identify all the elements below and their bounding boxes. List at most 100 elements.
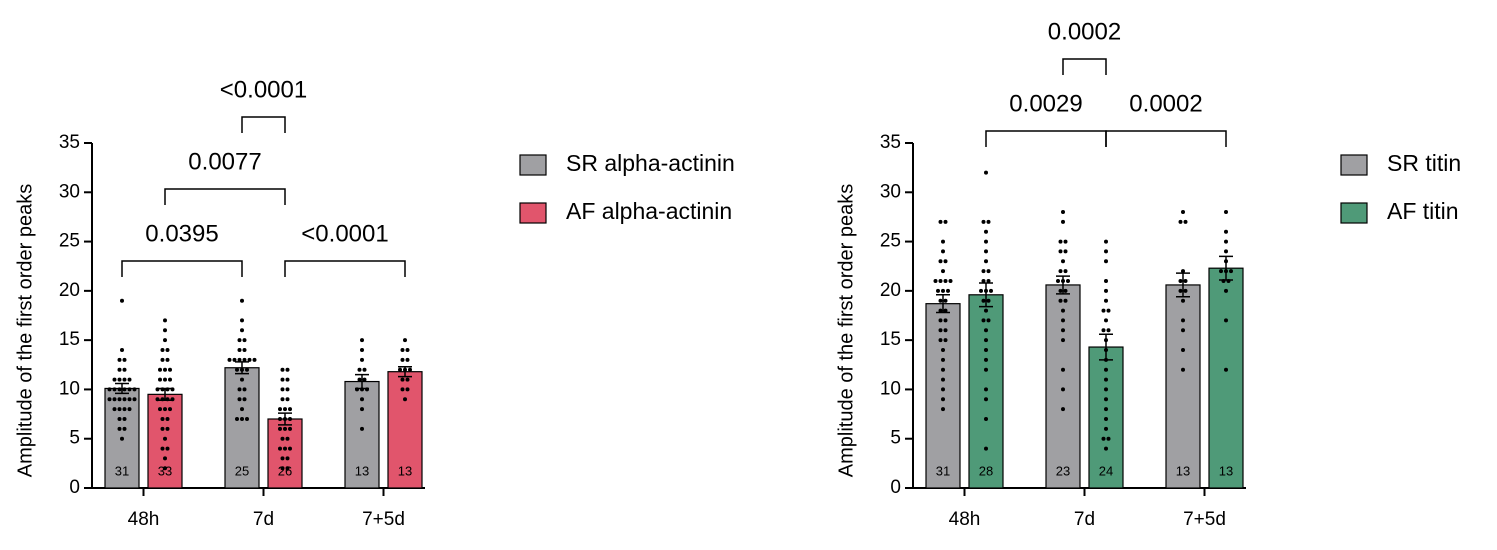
n-label: 13 bbox=[1176, 463, 1190, 478]
y-tick-label: 25 bbox=[59, 231, 80, 252]
data-point bbox=[943, 259, 948, 264]
y-tick-label: 5 bbox=[890, 428, 901, 449]
data-point bbox=[984, 338, 988, 343]
data-point bbox=[163, 407, 167, 412]
data-point bbox=[941, 348, 945, 352]
n-label: 13 bbox=[1219, 463, 1233, 478]
data-point bbox=[165, 417, 170, 421]
data-point bbox=[1104, 387, 1108, 392]
data-point bbox=[158, 407, 162, 412]
n-label: 31 bbox=[115, 463, 129, 478]
data-point bbox=[1104, 259, 1108, 264]
data-point bbox=[163, 456, 167, 461]
data-point bbox=[165, 357, 170, 362]
data-point bbox=[165, 348, 170, 352]
data-point bbox=[240, 328, 244, 333]
data-point bbox=[107, 387, 112, 392]
data-point bbox=[1061, 328, 1065, 333]
data-point bbox=[400, 387, 405, 392]
data-point bbox=[1181, 328, 1185, 333]
data-point bbox=[1058, 249, 1063, 254]
data-point bbox=[1178, 219, 1183, 224]
data-point bbox=[242, 338, 247, 343]
data-point bbox=[237, 348, 242, 352]
data-point bbox=[357, 367, 362, 372]
data-point bbox=[938, 219, 943, 224]
p-value: 0.0395 bbox=[145, 220, 218, 247]
significance-bracket bbox=[284, 260, 406, 277]
data-point bbox=[278, 407, 282, 412]
data-point bbox=[1104, 417, 1108, 421]
data-point bbox=[1181, 269, 1185, 274]
x-tick-label: 7+5d bbox=[1183, 509, 1226, 530]
data-point bbox=[117, 426, 122, 431]
error-bar bbox=[235, 361, 249, 375]
data-point bbox=[1061, 210, 1065, 214]
data-point bbox=[240, 417, 244, 421]
data-point bbox=[986, 318, 991, 323]
data-point bbox=[938, 279, 943, 283]
data-point bbox=[1224, 288, 1228, 293]
data-point bbox=[165, 426, 170, 431]
data-point bbox=[235, 367, 239, 372]
error-bar bbox=[115, 382, 129, 395]
error-bar bbox=[398, 366, 412, 378]
y-tick-label: 0 bbox=[69, 477, 80, 498]
legend-swatch bbox=[519, 202, 547, 224]
data-point bbox=[240, 318, 244, 323]
data-point bbox=[280, 397, 285, 402]
data-point bbox=[1183, 279, 1188, 283]
data-point bbox=[1061, 387, 1065, 392]
data-point bbox=[163, 466, 167, 471]
data-point bbox=[237, 357, 242, 362]
data-point bbox=[280, 377, 285, 382]
data-point bbox=[247, 357, 252, 362]
y-axis-label: Amplitude of the first order peaks bbox=[14, 184, 36, 477]
data-point bbox=[117, 367, 122, 372]
data-point bbox=[1063, 288, 1068, 293]
data-point bbox=[163, 436, 167, 441]
n-label: 33 bbox=[158, 463, 172, 478]
data-point bbox=[984, 328, 988, 333]
data-point bbox=[117, 417, 122, 421]
data-point bbox=[1104, 367, 1108, 372]
data-point bbox=[288, 426, 292, 431]
n-label: 31 bbox=[936, 463, 950, 478]
data-point bbox=[122, 397, 127, 402]
data-point bbox=[1104, 377, 1108, 382]
data-point bbox=[357, 377, 362, 382]
error-bar bbox=[979, 282, 993, 308]
data-point bbox=[1224, 249, 1228, 254]
data-point bbox=[1224, 239, 1228, 244]
bar bbox=[1165, 284, 1201, 489]
p-value: 0.0029 bbox=[1009, 90, 1082, 117]
data-point bbox=[1058, 288, 1063, 293]
data-point bbox=[1104, 298, 1108, 303]
y-tick-label: 30 bbox=[59, 181, 80, 202]
data-point bbox=[986, 219, 991, 224]
error-bar bbox=[1056, 275, 1070, 295]
data-point bbox=[984, 417, 988, 421]
x-tick-label: 7d bbox=[1074, 509, 1095, 530]
legend-label: SR alpha-actinin bbox=[566, 150, 735, 176]
bar bbox=[224, 367, 260, 489]
data-point bbox=[160, 348, 165, 352]
data-point bbox=[1104, 397, 1108, 402]
data-point bbox=[936, 288, 940, 293]
n-label: 13 bbox=[355, 463, 369, 478]
data-point bbox=[943, 328, 948, 333]
data-point bbox=[1101, 328, 1106, 333]
data-point bbox=[941, 367, 945, 372]
data-point bbox=[107, 397, 112, 402]
y-tick-label: 0 bbox=[890, 477, 901, 498]
data-point bbox=[1063, 298, 1068, 303]
data-point bbox=[362, 367, 367, 372]
data-point bbox=[943, 298, 948, 303]
n-label: 26 bbox=[278, 463, 292, 478]
data-point bbox=[160, 417, 165, 421]
x-tick-label: 7d bbox=[253, 509, 274, 530]
data-point bbox=[163, 377, 167, 382]
data-point bbox=[1061, 367, 1065, 372]
data-point bbox=[285, 466, 290, 471]
p-value: <0.0001 bbox=[301, 220, 388, 247]
